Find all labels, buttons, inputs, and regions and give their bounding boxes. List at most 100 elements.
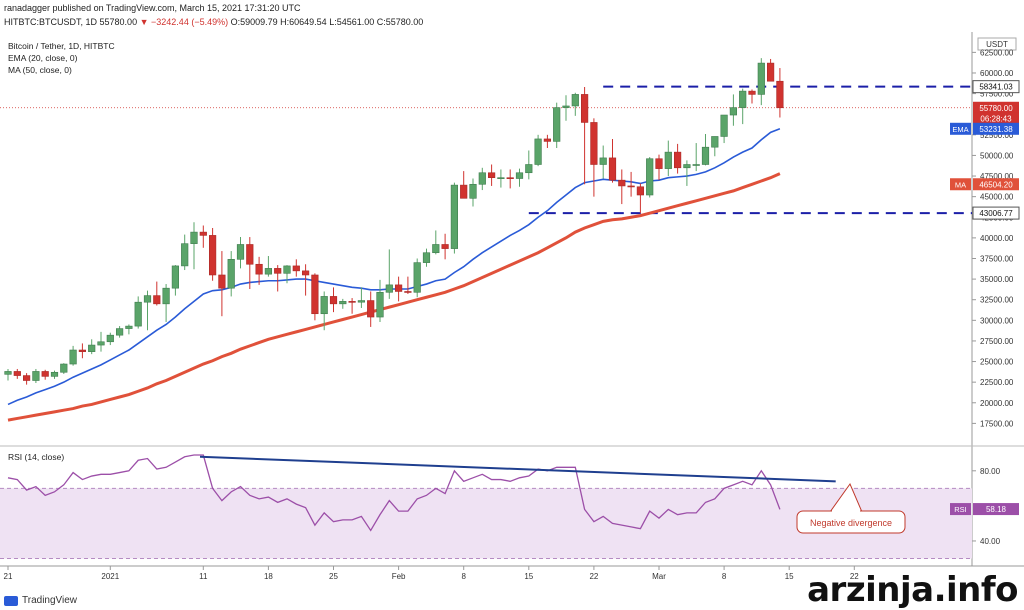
time-tick-label: 15 (785, 572, 794, 581)
candle-up (450, 184, 459, 249)
candle-up (376, 291, 384, 318)
candle-up (757, 62, 765, 95)
candle-up (432, 244, 440, 254)
candle-up (236, 244, 245, 260)
price-tick-label: 20000.00 (980, 399, 1014, 408)
candle-up (264, 268, 273, 275)
time-tick-label: 8 (461, 572, 466, 581)
candle-up (599, 157, 607, 165)
price-tick-label: 40000.00 (980, 234, 1014, 243)
callout-label: Negative divergence (810, 518, 892, 528)
time-tick-label: Feb (392, 572, 406, 581)
candle-up (88, 344, 96, 352)
candle-down (748, 90, 756, 95)
candle-down (255, 263, 263, 275)
candle-up (181, 243, 189, 267)
candle-down (460, 184, 468, 199)
unit-box (977, 37, 1017, 51)
candle-down (608, 157, 617, 181)
candle-up (729, 107, 737, 116)
tradingview-logo: TradingView (4, 595, 77, 606)
candle-down (673, 151, 682, 169)
published-line: ranadagger published on TradingView.com,… (4, 3, 301, 13)
ema-line (7, 128, 781, 406)
time-tick-label: 11 (199, 572, 208, 581)
ma-line (7, 172, 781, 422)
candle-up (515, 172, 524, 179)
candle-up (283, 265, 291, 274)
price-tag-label: 06:28:43 (980, 114, 1012, 123)
price-tick-label: 62500.00 (980, 48, 1014, 57)
change-arrow-icon: ▼ (139, 17, 149, 27)
candle-up (357, 300, 366, 303)
watermark: arzinja.info (807, 570, 1018, 610)
price-tick-label: 50000.00 (980, 151, 1014, 160)
last-price: 55780.00 (99, 17, 138, 27)
candle-down (441, 244, 449, 249)
time-tick-label: 21 (4, 572, 13, 581)
rsi-value-box (973, 503, 1019, 516)
candle-down (636, 186, 644, 196)
candle-down (153, 295, 161, 305)
series-tag: MA (955, 180, 966, 189)
candle-up (320, 296, 328, 315)
candle-down (199, 231, 207, 236)
price-tick-label: 60000.00 (980, 69, 1014, 78)
candle-down (487, 172, 496, 178)
time-tick-label: 2021 (101, 572, 119, 581)
tradingview-icon (4, 595, 18, 606)
candle-up (534, 138, 542, 165)
ema-legend: EMA (20, close, 0) (8, 53, 78, 63)
candle-down (209, 235, 217, 276)
candle-down (590, 122, 598, 165)
candle-up (646, 158, 654, 196)
candle-down (246, 244, 254, 265)
candle-up (162, 287, 170, 305)
level-label: 58341.03 (979, 83, 1013, 92)
rsi-legend: RSI (14, close) (8, 452, 64, 462)
ma-legend: MA (50, close, 0) (8, 65, 72, 75)
candle-up (227, 259, 235, 289)
unit-label: USDT (986, 40, 1008, 49)
price-tick-label: 45000.00 (980, 193, 1014, 202)
series-value-box (973, 122, 1019, 135)
price-tick-label: 47500.00 (980, 172, 1014, 181)
series-tag-box (950, 122, 971, 135)
price-tag-label: 55780.00 (979, 104, 1013, 113)
candle-up (525, 164, 533, 174)
ohlc-line: HITBTC:BTCUSDT, 1D 55780.00 ▼ −3242.44 (… (4, 17, 423, 27)
candle-down (292, 265, 300, 272)
candle-up (683, 164, 691, 169)
candle-down (618, 179, 626, 187)
candle-up (413, 262, 421, 293)
price-tick-label: 25000.00 (980, 358, 1014, 367)
candle-up (478, 172, 486, 185)
time-tick-label: 22 (589, 572, 598, 581)
callout-pointer (829, 482, 863, 513)
candle-up (664, 151, 672, 169)
candle-up (739, 90, 747, 108)
time-tick-label: Mar (652, 572, 666, 581)
candle-up (562, 105, 570, 108)
candle-down (776, 80, 784, 109)
price-tag (973, 101, 1019, 114)
candle-up (60, 363, 68, 373)
time-tick-label: 15 (524, 572, 533, 581)
candle-down (627, 185, 635, 188)
candle-up (50, 371, 59, 377)
rsi-value-label: 58.18 (986, 505, 1007, 514)
candle-up (571, 94, 579, 107)
candle-up (701, 146, 710, 165)
time-tick-label: 22 (850, 572, 859, 581)
price-tick-label: 32500.00 (980, 296, 1014, 305)
candle-up (385, 284, 393, 293)
candle-down (13, 371, 21, 376)
level-tag (972, 80, 1020, 94)
candle-down (274, 268, 282, 274)
candle-down (301, 270, 310, 276)
rsi-line (7, 454, 781, 532)
change-value: −3242.44 (−5.49%) (151, 17, 229, 27)
candle-down (394, 284, 403, 292)
candle-up (190, 231, 198, 244)
